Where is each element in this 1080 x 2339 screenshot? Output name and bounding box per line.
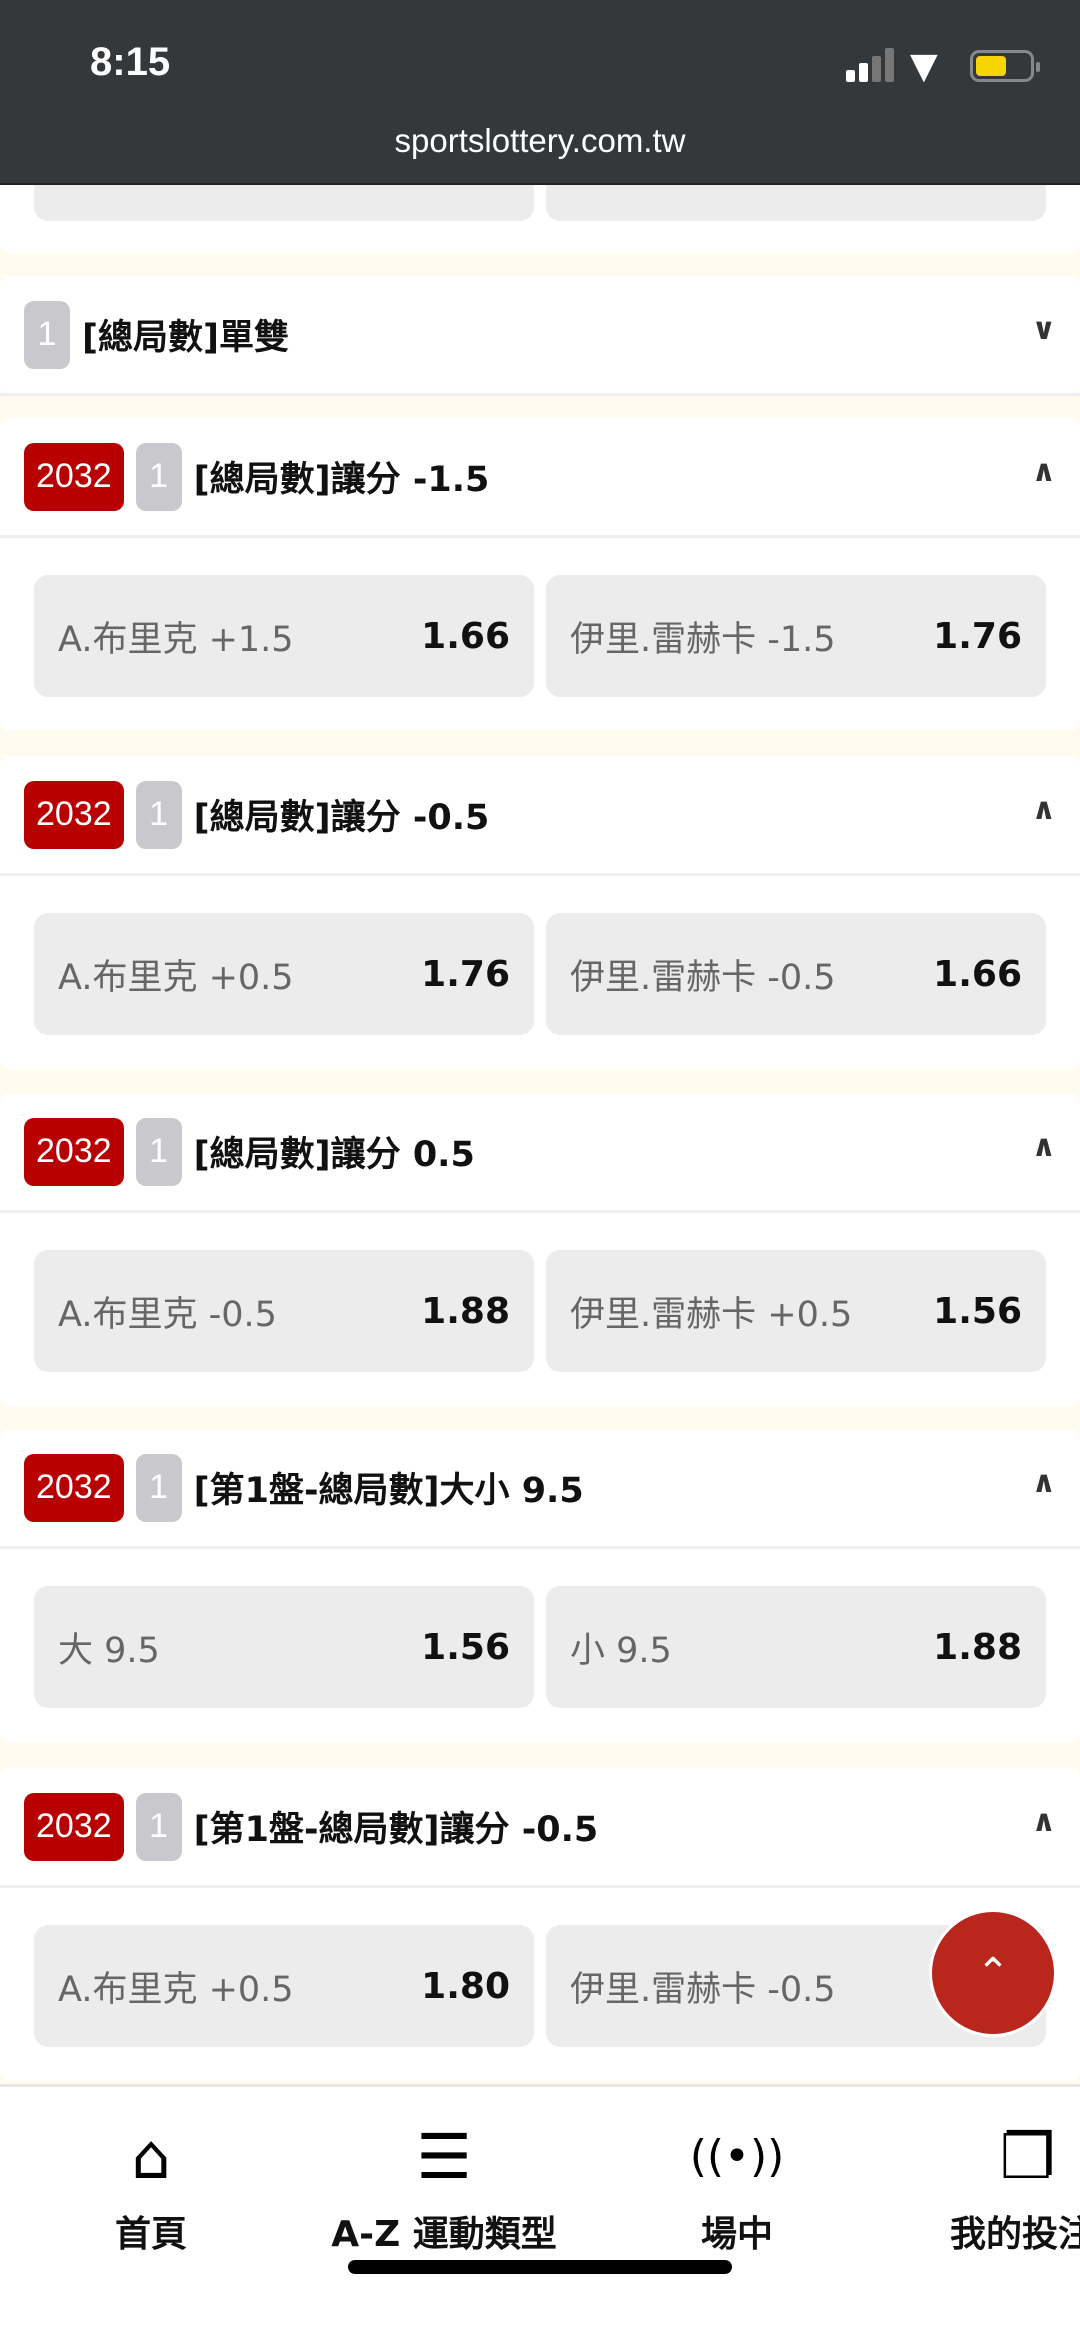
odds-button[interactable]: A.布里克 +0.5 1.80: [34, 1925, 534, 2047]
market-title: [第1盤-總局數]讓分 -0.5: [193, 1810, 599, 1850]
browser-status-bar: 8:15 ▼ sportslottery.com.tw: [0, 0, 1080, 185]
market-header[interactable]: 2032 1 [總局數]讓分 0.5 ∧: [0, 1093, 1080, 1213]
market-title: [總局數]讓分 -0.5: [193, 798, 490, 838]
nav-az-sports[interactable]: ☰ A-Z 運動類型: [294, 2117, 594, 2257]
chevron-up-icon[interactable]: ∧: [1031, 1465, 1056, 1500]
odds-value: 1.80: [421, 1965, 510, 2007]
nav-my-bets[interactable]: ❐ 我的投注: [950, 2117, 1080, 2257]
scroll-to-top-button[interactable]: ⌃: [929, 1909, 1057, 2037]
odds-button[interactable]: 伊里.雷赫卡 +0.5 1.56: [546, 1250, 1046, 1372]
odds-button[interactable]: A.布里克 +1.5 1.66: [34, 575, 534, 697]
market-card: 2032 1 [第1盤-總局數]大小 9.5 ∧ 大 9.5 1.56 小 9.5 1.88: [0, 1429, 1080, 1742]
game-code-badge: 2032: [24, 780, 124, 849]
market-card: 2032 1 [總局數]讓分 0.5 ∧ A.布里克 -0.5 1.88 伊里.雷赫卡 +0…: [0, 1093, 1080, 1406]
odds-value: 1.76: [421, 953, 510, 995]
order-badge: 1: [135, 780, 182, 849]
live-broadcast-icon: ((•)): [689, 2131, 785, 2182]
odds-button[interactable]: 小 9.5 1.88: [546, 1586, 1046, 1708]
market-header[interactable]: 2032 1 [總局數]讓分 -0.5 ∧: [0, 756, 1080, 876]
clock: 8:15: [90, 40, 171, 84]
odds-value: 1.88: [933, 1626, 1022, 1668]
chevron-down-icon[interactable]: ∨: [1031, 312, 1056, 347]
game-code-badge: 2032: [24, 1792, 124, 1861]
option-label: A.布里克 -0.5: [58, 1294, 277, 1335]
option-label: A.布里克 +0.5: [58, 957, 294, 998]
odds-button[interactable]: 伊里.雷赫卡 -0.5 1.66: [546, 913, 1046, 1035]
chevron-up-icon[interactable]: ∧: [1031, 454, 1056, 489]
nav-label: 我的投注: [950, 2214, 1080, 2255]
market-header[interactable]: 2032 1 [第1盤-總局數]讓分 -0.5 ∧: [0, 1768, 1080, 1888]
nav-label: A-Z 運動類型: [331, 2214, 557, 2255]
chevron-up-icon[interactable]: ∧: [1031, 792, 1056, 827]
nav-label: 首頁: [114, 2214, 187, 2255]
order-badge: 1: [135, 1453, 182, 1522]
market-title: [總局數]讓分 0.5: [193, 1135, 475, 1175]
battery-icon: [970, 50, 1040, 82]
market-card: 2032 1 [第1盤-總局數]讓分 -0.5 ∧ A.布里克 +0.5 1.80 伊里.雷…: [0, 1768, 1080, 2081]
odds-button[interactable]: 大 9.5 1.56: [34, 1586, 534, 1708]
signal-icon: [846, 48, 896, 82]
market-card: 2032 1 [總局數]讓分 -1.5 ∧ A.布里克 +1.5 1.66 伊里.雷赫卡 -…: [0, 418, 1080, 731]
home-indicator[interactable]: [348, 2260, 732, 2274]
chevron-up-icon[interactable]: ∧: [1031, 1129, 1056, 1164]
market-title: [總局數]單雙: [82, 318, 289, 358]
order-badge: 1: [135, 442, 182, 511]
option-label: 伊里.雷赫卡 -1.5: [570, 619, 836, 660]
option-label: A.布里克 +0.5: [58, 1969, 294, 2010]
option-label: A.布里克 +1.5: [58, 619, 294, 660]
game-code-badge: 2032: [24, 442, 124, 511]
option-label: 小 9.5: [570, 1630, 672, 1671]
option-label: 伊里.雷赫卡 -0.5: [570, 957, 836, 998]
odds-button[interactable]: A.布里克 -0.5 1.88: [34, 1250, 534, 1372]
market-title: [第1盤-總局數]大小 9.5: [193, 1471, 584, 1511]
odds-value: 1.66: [933, 953, 1022, 995]
nav-live[interactable]: ((•)) 場中: [587, 2117, 887, 2257]
odds-value: 1.76: [933, 615, 1022, 657]
wifi-icon: ▼: [910, 46, 938, 87]
odds-value: 1.66: [421, 615, 510, 657]
game-code-badge: 2032: [24, 1117, 124, 1186]
order-badge: 1: [135, 1792, 182, 1861]
market-card: 2032 1 [總局數]讓分 -0.5 ∧ A.布里克 +0.5 1.76 伊里.雷赫卡 -…: [0, 756, 1080, 1069]
option-label: 伊里.雷赫卡 -0.5: [570, 1969, 836, 2010]
odds-button[interactable]: 伊里.雷赫卡 -1.5 1.76: [546, 575, 1046, 697]
market-card: 1 [總局數]單雙 ∨: [0, 276, 1080, 396]
odds-value: 1.88: [421, 1290, 510, 1332]
home-icon: ⌂: [131, 2120, 171, 2193]
nav-label: 場中: [700, 2214, 773, 2255]
odds-button[interactable]: A.布里克 +0.5 1.76: [34, 913, 534, 1035]
double-chevron-up-icon: ⌃: [976, 1950, 1010, 1996]
odds-value: 1.56: [421, 1626, 510, 1668]
option-label: 大 9.5: [58, 1630, 160, 1671]
option-label: 伊里.雷赫卡 +0.5: [570, 1294, 853, 1335]
game-code-badge: 2032: [24, 1453, 124, 1522]
market-header[interactable]: 1 [總局數]單雙 ∨: [0, 276, 1080, 396]
market-header[interactable]: 2032 1 [第1盤-總局數]大小 9.5 ∧: [0, 1429, 1080, 1549]
bottom-nav: ⌂ 首頁 ☰ A-Z 運動類型 ((•)) 場中 ❐ 我的投注: [0, 2084, 1080, 2339]
order-badge: 1: [135, 1117, 182, 1186]
odds-value: 1.56: [933, 1290, 1022, 1332]
nav-home[interactable]: ⌂ 首頁: [1, 2117, 301, 2257]
menu-icon: ☰: [416, 2120, 472, 2193]
market-title: [總局數]讓分 -1.5: [193, 460, 490, 500]
chevron-up-icon[interactable]: ∧: [1031, 1804, 1056, 1839]
documents-icon: ❐: [1000, 2120, 1056, 2193]
market-header[interactable]: 2032 1 [總局數]讓分 -1.5 ∧: [0, 418, 1080, 538]
url-bar[interactable]: sportslottery.com.tw: [394, 122, 686, 159]
order-badge: 1: [24, 300, 70, 369]
